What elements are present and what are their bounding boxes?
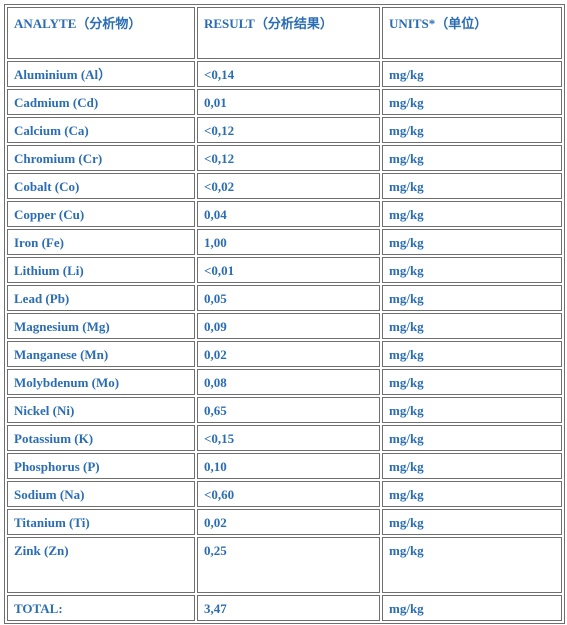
table-row: Phosphorus (P) 0,10 mg/kg [7, 453, 562, 479]
total-label: TOTAL: [7, 595, 195, 621]
table-row: Cobalt (Co) <0,02 mg/kg [7, 173, 562, 199]
analysis-table: ANALYTE（分析物） RESULT（分析结果） UNITS*（单位） Alu… [4, 4, 565, 624]
units-cell: mg/kg [382, 61, 562, 87]
analyte-cell: Zink (Zn) [7, 537, 195, 593]
header-analyte: ANALYTE（分析物） [7, 7, 195, 59]
units-cell: mg/kg [382, 509, 562, 535]
result-cell: 0,09 [197, 313, 380, 339]
units-cell: mg/kg [382, 285, 562, 311]
table-row: Zink (Zn) 0,25 mg/kg [7, 537, 562, 593]
analyte-cell: Molybdenum (Mo) [7, 369, 195, 395]
table-row: Potassium (K) <0,15 mg/kg [7, 425, 562, 451]
analyte-cell: Cobalt (Co) [7, 173, 195, 199]
result-cell: 0,25 [197, 537, 380, 593]
analyte-cell: Nickel (Ni) [7, 397, 195, 423]
analyte-cell: Chromium (Cr) [7, 145, 195, 171]
total-value: 3,47 [197, 595, 380, 621]
units-cell: mg/kg [382, 201, 562, 227]
result-cell: <0,01 [197, 257, 380, 283]
result-cell: <0,60 [197, 481, 380, 507]
result-cell: <0,12 [197, 117, 380, 143]
result-cell: <0,12 [197, 145, 380, 171]
table-row: Magnesium (Mg) 0,09 mg/kg [7, 313, 562, 339]
result-cell: 0,01 [197, 89, 380, 115]
analyte-cell: Aluminium (Al） [7, 61, 195, 87]
result-cell: 0,08 [197, 369, 380, 395]
table-row: Lead (Pb) 0,05 mg/kg [7, 285, 562, 311]
units-cell: mg/kg [382, 453, 562, 479]
result-cell: <0,14 [197, 61, 380, 87]
table-row: Iron (Fe) 1,00 mg/kg [7, 229, 562, 255]
result-cell: 0,05 [197, 285, 380, 311]
result-cell: 1,00 [197, 229, 380, 255]
analyte-cell: Copper (Cu) [7, 201, 195, 227]
units-cell: mg/kg [382, 173, 562, 199]
table-row: Nickel (Ni) 0,65 mg/kg [7, 397, 562, 423]
units-cell: mg/kg [382, 425, 562, 451]
analyte-cell: Sodium (Na) [7, 481, 195, 507]
units-cell: mg/kg [382, 481, 562, 507]
header-units: UNITS*（单位） [382, 7, 562, 59]
units-cell: mg/kg [382, 257, 562, 283]
total-row: TOTAL: 3,47 mg/kg [7, 595, 562, 621]
units-cell: mg/kg [382, 313, 562, 339]
table-row: Lithium (Li) <0,01 mg/kg [7, 257, 562, 283]
result-cell: <0,02 [197, 173, 380, 199]
table-row: Calcium (Ca) <0,12 mg/kg [7, 117, 562, 143]
analyte-cell: Lithium (Li) [7, 257, 195, 283]
table-row: Cadmium (Cd) 0,01 mg/kg [7, 89, 562, 115]
units-cell: mg/kg [382, 397, 562, 423]
analyte-cell: Titanium (Ti) [7, 509, 195, 535]
table-body: Aluminium (Al） <0,14 mg/kg Cadmium (Cd) 0,01… [7, 61, 562, 593]
analyte-cell: Iron (Fe) [7, 229, 195, 255]
table-header-row: ANALYTE（分析物） RESULT（分析结果） UNITS*（单位） [7, 7, 562, 59]
analyte-cell: Potassium (K) [7, 425, 195, 451]
analyte-cell: Phosphorus (P) [7, 453, 195, 479]
table-row: Molybdenum (Mo) 0,08 mg/kg [7, 369, 562, 395]
result-cell: 0,02 [197, 509, 380, 535]
table-row: Sodium (Na) <0,60 mg/kg [7, 481, 562, 507]
total-units: mg/kg [382, 595, 562, 621]
units-cell: mg/kg [382, 341, 562, 367]
table-row: Copper (Cu) 0,04 mg/kg [7, 201, 562, 227]
header-result: RESULT（分析结果） [197, 7, 380, 59]
units-cell: mg/kg [382, 229, 562, 255]
analyte-cell: Calcium (Ca) [7, 117, 195, 143]
result-cell: 0,04 [197, 201, 380, 227]
analyte-cell: Cadmium (Cd) [7, 89, 195, 115]
analyte-cell: Manganese (Mn) [7, 341, 195, 367]
table-row: Manganese (Mn) 0,02 mg/kg [7, 341, 562, 367]
units-cell: mg/kg [382, 537, 562, 593]
analyte-cell: Lead (Pb) [7, 285, 195, 311]
units-cell: mg/kg [382, 117, 562, 143]
table-row: Titanium (Ti) 0,02 mg/kg [7, 509, 562, 535]
result-cell: <0,15 [197, 425, 380, 451]
units-cell: mg/kg [382, 369, 562, 395]
result-cell: 0,65 [197, 397, 380, 423]
result-cell: 0,10 [197, 453, 380, 479]
analyte-cell: Magnesium (Mg) [7, 313, 195, 339]
units-cell: mg/kg [382, 145, 562, 171]
units-cell: mg/kg [382, 89, 562, 115]
result-cell: 0,02 [197, 341, 380, 367]
table-row: Chromium (Cr) <0,12 mg/kg [7, 145, 562, 171]
table-row: Aluminium (Al） <0,14 mg/kg [7, 61, 562, 87]
